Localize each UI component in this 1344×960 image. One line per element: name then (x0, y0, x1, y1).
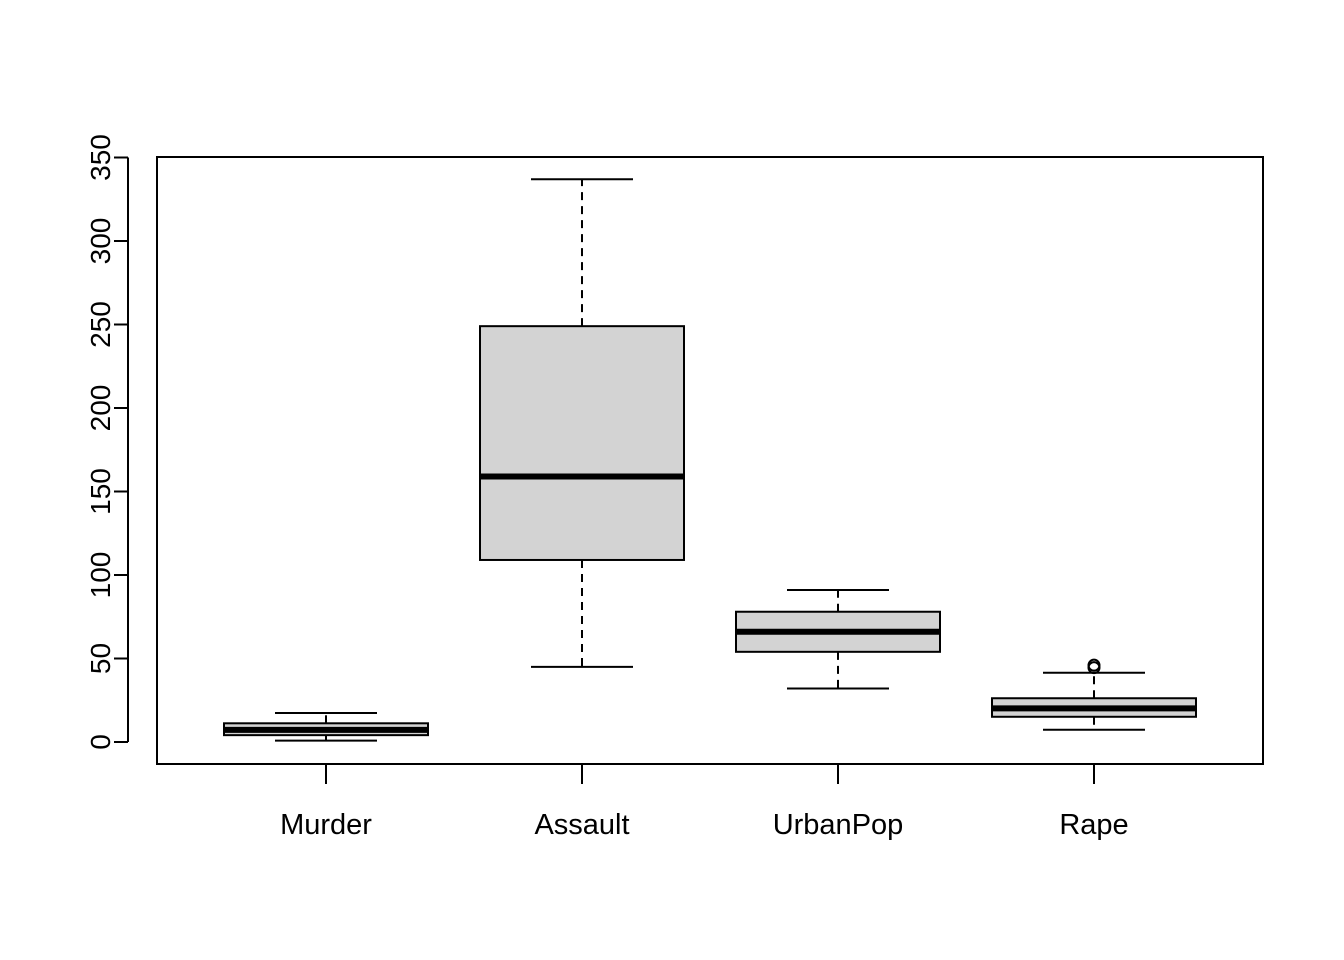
y-tick-label: 50 (85, 643, 116, 674)
y-tick-label: 150 (85, 468, 116, 515)
x-category-label: UrbanPop (773, 809, 904, 841)
x-category-label: Assault (534, 809, 629, 841)
y-tick-label: 0 (85, 734, 116, 750)
box-murder (223, 711, 429, 742)
y-tick-label: 250 (85, 301, 116, 348)
box-assault (479, 178, 685, 668)
y-tick-label: 100 (85, 552, 116, 599)
y-axis: 0 50 100 150 200 250 300 350 (85, 134, 129, 750)
box-rape (991, 658, 1197, 731)
box-urbanpop (735, 589, 941, 690)
y-tick-label: 200 (85, 385, 116, 432)
x-axis: Murder Assault UrbanPop Rape (280, 764, 1129, 841)
box-series (223, 178, 1197, 742)
y-tick-label: 300 (85, 218, 116, 265)
outlier-point (1087, 658, 1101, 672)
y-tick-label: 350 (85, 134, 116, 181)
box-iqr (479, 325, 685, 561)
x-category-label: Rape (1059, 809, 1128, 841)
plot-frame (156, 156, 1264, 765)
x-category-label: Murder (280, 809, 372, 841)
